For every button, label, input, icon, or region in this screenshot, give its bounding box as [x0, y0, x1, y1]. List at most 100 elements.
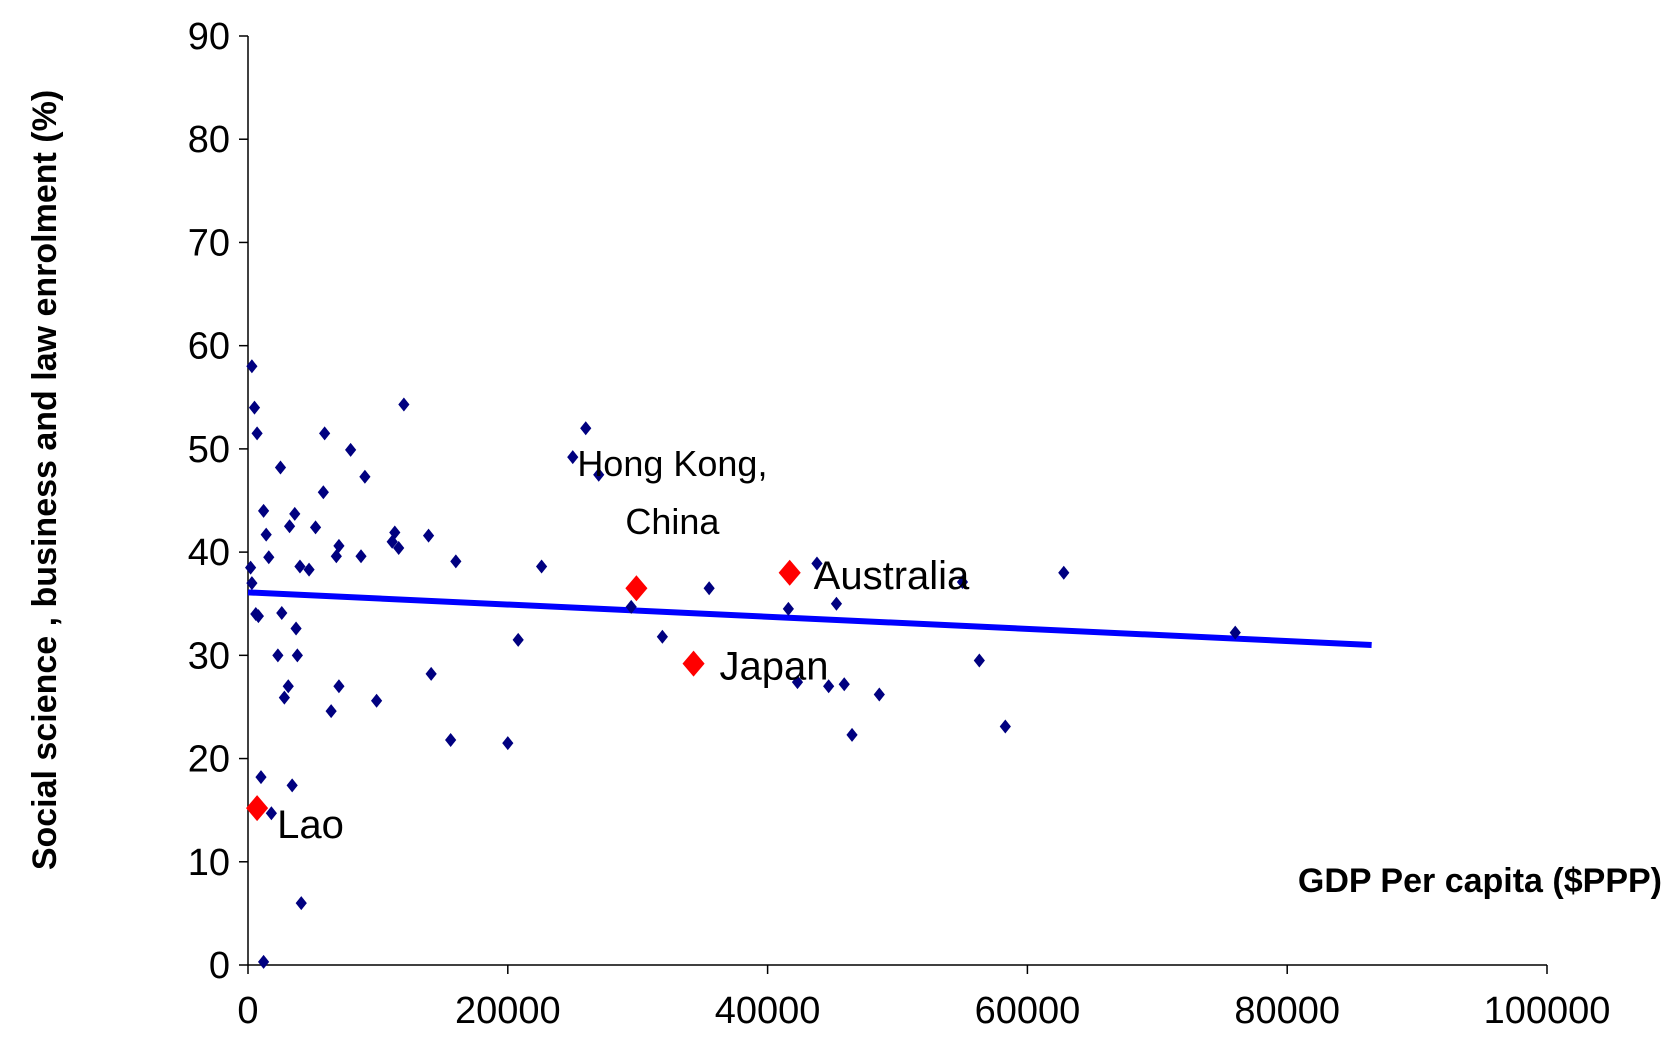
data-point: [445, 732, 457, 747]
y-tick-label: 90: [188, 16, 230, 58]
point-label: Hong Kong, China: [577, 443, 767, 542]
data-point: [295, 896, 307, 911]
data-point: [246, 359, 258, 374]
y-tick-label: 10: [188, 842, 230, 884]
x-ticks: 0 20000 40000 60000 80000 100000: [237, 965, 1610, 1032]
y-tick-label: 50: [188, 429, 230, 471]
data-point: [450, 554, 462, 569]
data-point: [1058, 565, 1070, 580]
y-tick-label: 70: [188, 222, 230, 264]
x-tick-label: 0: [237, 990, 258, 1032]
y-tick-label: 40: [188, 532, 230, 574]
x-tick-label: 60000: [975, 990, 1081, 1032]
y-tick-label: 60: [188, 326, 230, 368]
data-point: [656, 629, 668, 644]
data-point: [823, 679, 835, 694]
trendline-line: [247, 589, 1372, 649]
data-point: [251, 426, 263, 441]
data-point: [289, 506, 301, 521]
highlighted-points: [246, 559, 801, 822]
data-point: [355, 549, 367, 564]
y-tick-label: 80: [188, 119, 230, 161]
data-point: [317, 485, 329, 500]
data-point: [263, 550, 275, 565]
data-point: [386, 534, 398, 549]
data-point: [278, 690, 290, 705]
y-ticks: 0 10 20 30 40 50 60 70 80 90: [188, 16, 248, 987]
y-axis-title: Social science , business and law enrolm…: [26, 90, 64, 870]
data-point: [294, 559, 306, 574]
data-point: [333, 679, 345, 694]
trendline: [247, 589, 1372, 649]
point-annotations: Lao Hong Kong, China Japan Australia: [277, 443, 970, 847]
data-point: [244, 560, 257, 575]
data-point: [422, 528, 435, 543]
data-point: [265, 806, 277, 821]
data-points: [244, 359, 1241, 969]
x-tick-label: 40000: [715, 990, 821, 1032]
data-point: [811, 556, 823, 571]
data-point: [956, 575, 969, 590]
data-point: [255, 770, 267, 785]
data-point: [535, 559, 548, 574]
highlighted-point: [625, 575, 648, 602]
data-point: [260, 527, 272, 542]
x-tick-label: 100000: [1484, 990, 1611, 1032]
y-tick-label: 20: [188, 739, 230, 781]
highlighted-point: [682, 650, 705, 677]
data-point: [246, 576, 258, 591]
data-point: [791, 675, 804, 690]
data-point: [330, 549, 342, 564]
data-point: [389, 525, 401, 540]
y-tick-label: 30: [188, 635, 230, 677]
data-point: [325, 704, 337, 719]
data-point: [567, 450, 579, 465]
point-label: Australia: [814, 554, 970, 598]
x-tick-label: 80000: [1234, 990, 1340, 1032]
data-point: [999, 719, 1011, 734]
highlighted-point: [778, 559, 801, 586]
data-point: [393, 540, 405, 555]
data-point: [276, 606, 288, 621]
data-point: [319, 426, 331, 441]
data-point: [257, 503, 270, 518]
data-point: [359, 469, 371, 484]
data-point: [252, 609, 264, 624]
point-label: Japan: [720, 645, 829, 689]
data-point: [873, 687, 885, 702]
data-point: [580, 421, 592, 436]
data-point: [274, 460, 287, 475]
data-point: [303, 562, 315, 577]
data-point: [371, 693, 383, 708]
data-point: [425, 666, 437, 681]
data-point: [625, 599, 637, 614]
data-point: [512, 632, 524, 647]
data-point: [291, 648, 303, 663]
x-axis-title: GDP Per capita ($PPP): [1298, 862, 1662, 900]
data-point: [593, 467, 605, 482]
data-point: [846, 727, 858, 742]
data-point: [283, 519, 296, 534]
data-point: [248, 400, 261, 415]
data-point: [703, 581, 715, 596]
data-point: [272, 648, 284, 663]
data-point: [290, 621, 302, 636]
y-tick-label: 0: [209, 945, 230, 987]
x-tick-label: 20000: [455, 990, 561, 1032]
data-point: [830, 596, 843, 611]
data-point: [398, 397, 410, 412]
data-point: [286, 778, 298, 793]
data-point: [309, 520, 322, 535]
data-point: [257, 954, 270, 969]
data-point: [282, 679, 294, 694]
highlighted-point: [246, 795, 269, 822]
data-point: [333, 538, 345, 553]
point-label: Lao: [277, 803, 344, 847]
data-point: [838, 677, 850, 692]
data-point: [973, 653, 985, 668]
data-point: [345, 442, 357, 457]
data-point: [502, 736, 514, 751]
axes: [247, 36, 1547, 966]
data-point: [1229, 625, 1241, 640]
